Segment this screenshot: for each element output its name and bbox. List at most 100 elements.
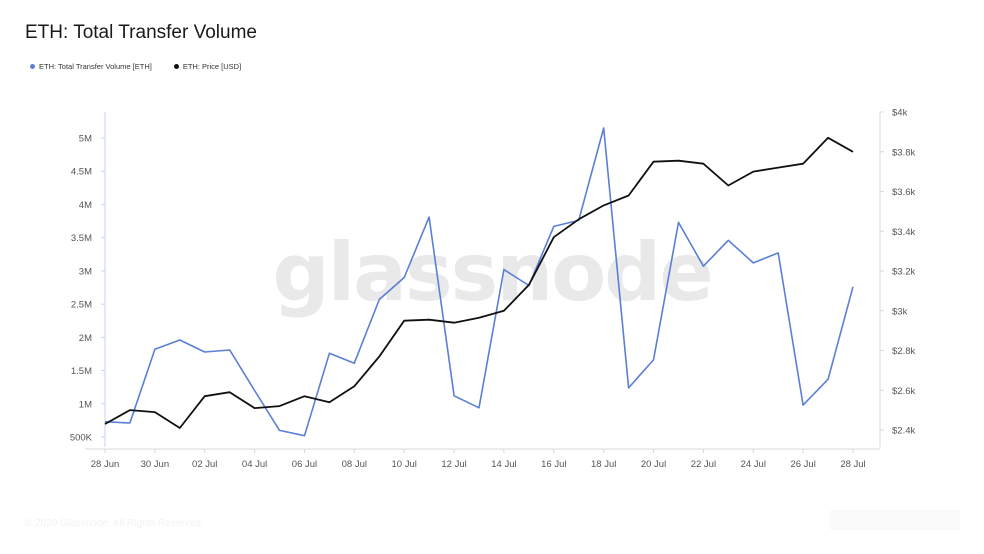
x-tick-label: 26 Jul	[790, 459, 815, 470]
copyright-footer: © 2020 Glassnode. All Rights Reserved.	[25, 518, 204, 529]
data-point-volume	[428, 216, 430, 218]
data-point-price	[353, 385, 355, 387]
data-point-price	[378, 355, 380, 357]
y-left-tick-label: 4.5M	[71, 167, 92, 178]
data-point-volume	[328, 352, 330, 354]
watermark: glassnode	[272, 226, 711, 319]
data-point-volume	[204, 351, 206, 353]
y-left-tick-label: 2M	[79, 333, 92, 344]
data-point-price	[428, 318, 430, 320]
data-point-volume	[777, 252, 779, 254]
data-point-volume	[827, 378, 829, 380]
x-tick-label: 22 Jul	[691, 459, 716, 470]
data-point-price	[253, 407, 255, 409]
x-tick-label: 12 Jul	[441, 459, 466, 470]
data-point-price	[827, 137, 829, 139]
data-point-volume	[378, 298, 380, 300]
y-right-tick-label: $3.8k	[892, 147, 915, 158]
y-right-tick-label: $3.4k	[892, 227, 915, 238]
data-point-price	[204, 395, 206, 397]
y-left-tick-label: 2.5M	[71, 300, 92, 311]
y-left-tick-label: 500K	[70, 433, 93, 444]
data-point-price	[702, 162, 704, 164]
x-tick-label: 24 Jul	[741, 459, 766, 470]
data-point-price	[777, 166, 779, 168]
series-line-price	[104, 136, 854, 429]
y-left-tick-label: 4M	[79, 200, 92, 211]
data-point-price	[652, 160, 654, 162]
y-right-tick-label: $2.4k	[892, 426, 915, 437]
x-tick-label: 04 Jul	[242, 459, 267, 470]
data-point-price	[104, 423, 106, 425]
x-tick-label: 30 Jun	[141, 459, 170, 470]
chart-title: ETH: Total Transfer Volume	[25, 22, 257, 43]
y-right-tick-label: $3.2k	[892, 267, 915, 278]
footer-logo-area	[830, 510, 960, 530]
data-point-price	[278, 405, 280, 407]
y-right-tick-label: $4k	[892, 108, 908, 119]
data-point-volume	[727, 239, 729, 241]
y-right-tick-label: $3.6k	[892, 187, 915, 198]
legend: ETH: Total Transfer Volume [ETH] ETH: Pr…	[30, 62, 241, 71]
data-point-volume	[652, 359, 654, 361]
data-point-volume	[403, 276, 405, 278]
series-line-volume	[104, 127, 854, 437]
y-left-tick-label: 1M	[79, 399, 92, 410]
x-tick-label: 10 Jul	[392, 459, 417, 470]
data-point-price	[453, 321, 455, 323]
x-tick-label: 06 Jul	[292, 459, 317, 470]
data-point-volume	[253, 389, 255, 391]
legend-label-price: ETH: Price [USD]	[182, 62, 242, 71]
legend-dot-volume	[30, 64, 35, 69]
x-tick-label: 08 Jul	[342, 459, 367, 470]
data-point-volume	[802, 404, 804, 406]
data-point-volume	[303, 434, 305, 436]
data-point-volume	[677, 221, 679, 223]
data-point-price	[553, 236, 555, 238]
data-point-volume	[478, 407, 480, 409]
data-point-volume	[353, 362, 355, 364]
data-point-volume	[453, 395, 455, 397]
y-left-tick-label: 3M	[79, 266, 92, 277]
x-tick-label: 14 Jul	[491, 459, 516, 470]
data-point-price	[228, 391, 230, 393]
y-right-tick-label: $2.6k	[892, 386, 915, 397]
data-point-volume	[154, 348, 156, 350]
data-point-volume	[752, 262, 754, 264]
legend-item-volume[interactable]: ETH: Total Transfer Volume [ETH]	[30, 62, 152, 71]
data-point-price	[578, 218, 580, 220]
x-tick-label: 20 Jul	[641, 459, 666, 470]
data-point-price	[328, 401, 330, 403]
data-point-price	[303, 395, 305, 397]
data-point-price	[528, 284, 530, 286]
data-point-volume	[852, 286, 854, 288]
legend-item-price[interactable]: ETH: Price [USD]	[173, 62, 242, 71]
data-point-price	[478, 317, 480, 319]
data-point-price	[627, 194, 629, 196]
data-point-price	[503, 310, 505, 312]
data-point-price	[802, 162, 804, 164]
data-point-price	[602, 204, 604, 206]
x-tick-label: 28 Jul	[840, 459, 865, 470]
data-point-price	[129, 409, 131, 411]
data-point-volume	[129, 422, 131, 424]
legend-label-volume: ETH: Total Transfer Volume [ETH]	[39, 62, 152, 71]
data-point-volume	[553, 225, 555, 227]
x-tick-label: 02 Jul	[192, 459, 217, 470]
y-left-tick-label: 5M	[79, 134, 92, 145]
legend-dot-price	[173, 64, 179, 69]
data-point-volume	[228, 349, 230, 351]
y-right-tick-label: $2.8k	[892, 346, 915, 357]
x-tick-label: 18 Jul	[591, 459, 616, 470]
y-right-tick-label: $3k	[892, 306, 908, 317]
data-point-volume	[278, 429, 280, 431]
y-left-tick-label: 1.5M	[71, 366, 92, 377]
data-point-price	[727, 184, 729, 186]
y-left-tick-label: 3.5M	[71, 233, 92, 244]
data-point-price	[752, 170, 754, 172]
data-point-volume	[702, 265, 704, 267]
x-tick-label: 16 Jul	[541, 459, 566, 470]
data-point-price	[179, 427, 181, 429]
data-point-price	[852, 151, 854, 153]
